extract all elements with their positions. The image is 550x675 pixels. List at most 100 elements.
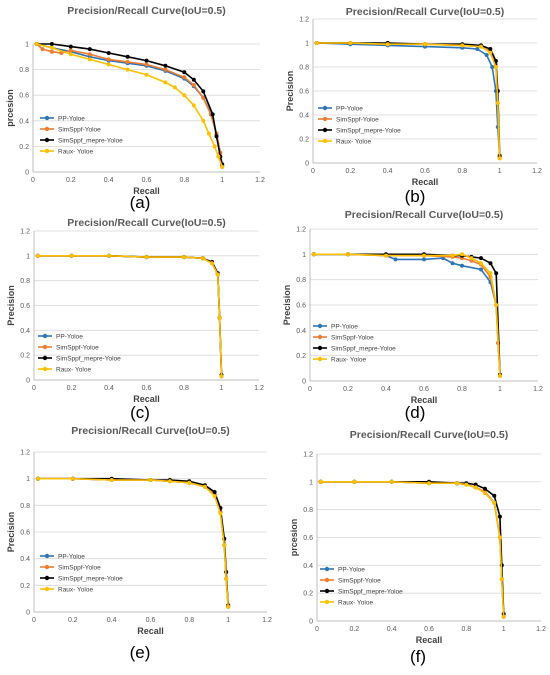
legend-label: PP-Yoloe (338, 567, 365, 574)
x-tick-label: 0.6 (419, 386, 429, 393)
data-point (191, 83, 196, 87)
y-tick-label: 0.2 (296, 353, 306, 360)
data-point (219, 374, 224, 379)
chart-panel-2: 0 0.2 0.4 0.6 0.8 1 1.2 0 0.2 0.4 0.6 0.8 1 1.2 Precis… (285, 6, 542, 206)
data-point (144, 255, 149, 260)
data-point (70, 476, 75, 481)
data-point (144, 62, 149, 67)
y-tick-label: 0.2 (303, 591, 313, 598)
data-point (501, 614, 506, 619)
data-point (125, 54, 130, 59)
y-axis-label: prcesion (289, 519, 299, 557)
x-tick-label: 1.2 (255, 177, 265, 184)
x-tick-label: 0.8 (184, 617, 194, 624)
x-tick-label: 0 (32, 385, 36, 392)
legend-label: SimSppf_mepre-Yoloe (338, 589, 403, 596)
x-tick-label: 1 (502, 626, 506, 633)
legend-marker (322, 127, 328, 133)
legend-marker (42, 344, 48, 350)
y-tick-label: 1.2 (20, 229, 30, 236)
data-point (479, 44, 483, 49)
legend-label: Raux- Yoloe (58, 149, 93, 156)
y-tick-label: 0 (25, 170, 29, 177)
legend-marker (324, 566, 330, 572)
y-tick-label: 1.2 (296, 227, 306, 234)
data-point (148, 478, 153, 482)
legend-label: SimSppf-Yoloe (336, 117, 379, 124)
panel-caption: (c) (130, 403, 150, 422)
x-tick-label: 0.6 (146, 617, 156, 624)
x-tick-label: 0 (308, 386, 312, 393)
data-point (187, 480, 192, 485)
x-tick-label: 0.4 (387, 626, 397, 633)
x-tick-label: 0 (31, 177, 35, 184)
panel-caption: (b) (405, 187, 426, 206)
data-point (493, 65, 498, 69)
data-point (68, 52, 73, 57)
x-tick-label: 0.6 (424, 626, 434, 633)
data-point (492, 500, 497, 505)
data-point (479, 256, 483, 261)
y-axis-label: Precision (285, 71, 295, 112)
legend-label: SimSppf-Yoloe (331, 335, 374, 342)
data-point (220, 164, 225, 169)
y-tick-label: 0.8 (20, 503, 30, 510)
y-tick-label: 0.4 (20, 556, 30, 563)
data-point (393, 257, 398, 262)
series-line (320, 480, 505, 617)
data-point (484, 53, 489, 57)
data-point (163, 63, 168, 68)
y-tick-label: 0.6 (19, 93, 29, 100)
y-tick-label: 0.8 (303, 507, 313, 514)
data-point (87, 47, 92, 52)
y-tick-label: 0.4 (20, 328, 30, 335)
data-point (125, 67, 130, 72)
data-point (473, 485, 478, 490)
y-axis-label: Precision (282, 285, 292, 326)
data-point (423, 42, 427, 47)
x-axis-label: Recall (411, 395, 438, 405)
y-tick-label: 0.4 (296, 328, 306, 335)
x-tick-label: 1 (226, 617, 230, 624)
data-point (488, 50, 493, 55)
x-tick-label: 0.6 (142, 177, 152, 184)
data-point (222, 543, 227, 548)
data-point (389, 479, 394, 484)
data-point (497, 535, 502, 540)
series-line (37, 477, 229, 607)
chart-panel-4: 0 0.2 0.4 0.6 0.8 1 1.2 0 0.2 0.4 0.6 0.8 1 1.2 Precis… (282, 209, 543, 422)
legend-label: PP-Yoloe (56, 334, 83, 341)
data-point (488, 271, 493, 276)
legend-label: SimSppf-Yoloe (56, 345, 99, 352)
data-point (172, 85, 177, 90)
legend-marker (44, 137, 50, 143)
x-tick-label: 0.2 (66, 177, 76, 184)
data-point (216, 154, 221, 159)
data-point (384, 253, 388, 258)
y-tick-label: 0.4 (19, 118, 29, 125)
x-tick-label: 1 (220, 385, 224, 392)
data-point (106, 57, 111, 62)
x-tick-label: 0.8 (457, 386, 467, 393)
chart-title: Precision/Recall Curve(IoU=0.5) (67, 5, 225, 17)
data-point (460, 252, 464, 257)
y-tick-label: 0.8 (19, 67, 29, 74)
y-tick-label: 0 (305, 161, 309, 168)
data-point (497, 514, 502, 519)
data-point (427, 481, 431, 486)
data-point (87, 52, 92, 57)
y-tick-label: 1.2 (303, 452, 313, 459)
data-point (499, 577, 504, 582)
chart-title: Precision/Recall Curve(IoU=0.5) (350, 429, 508, 441)
data-point (191, 77, 196, 82)
data-point (483, 486, 487, 491)
data-point (224, 576, 229, 581)
y-axis-label: Precision (6, 285, 16, 326)
data-point (479, 267, 483, 272)
x-axis-label: Recall (412, 177, 439, 187)
legend-label: Raux- Yoloe (338, 600, 373, 607)
data-point (212, 490, 217, 494)
data-point (495, 101, 500, 105)
legend-label: SimSppf-Yoloe (338, 578, 381, 585)
y-tick-label: 0.2 (20, 583, 30, 590)
